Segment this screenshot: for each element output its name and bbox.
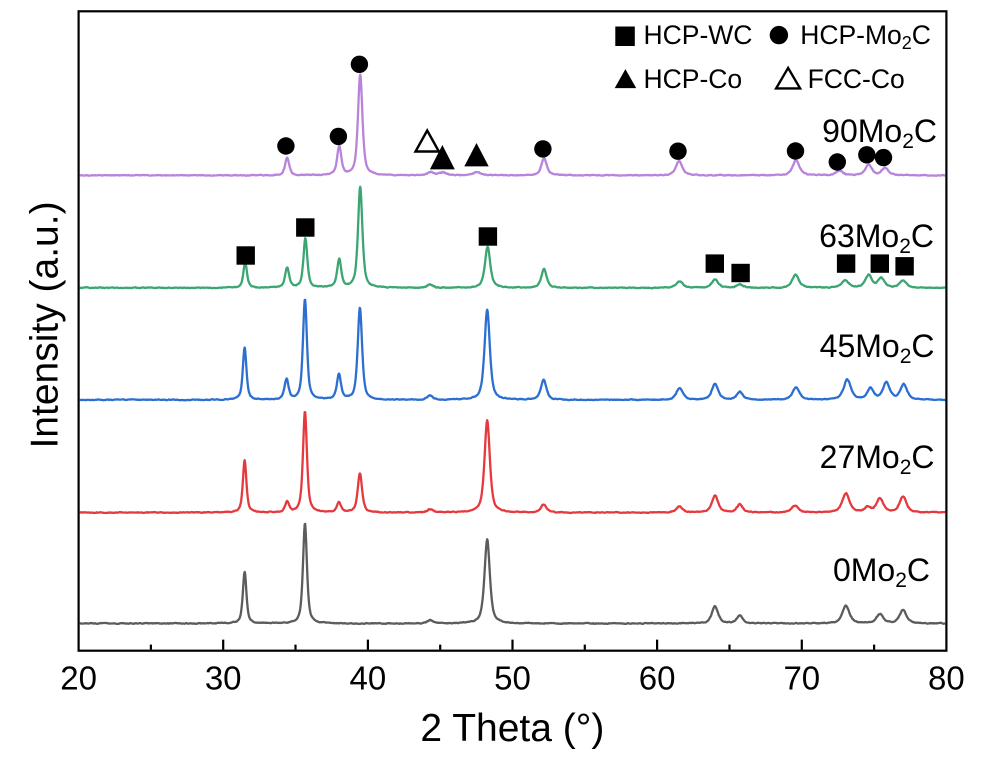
svg-text:0Mo2C: 0Mo2C bbox=[833, 552, 930, 592]
svg-text:HCP-Co: HCP-Co bbox=[644, 64, 743, 94]
svg-text:20: 20 bbox=[60, 659, 97, 696]
svg-text:HCP-Mo2C: HCP-Mo2C bbox=[800, 20, 931, 53]
svg-text:70: 70 bbox=[783, 659, 820, 696]
svg-text:80: 80 bbox=[928, 659, 965, 696]
svg-text:2 Theta (°): 2 Theta (°) bbox=[420, 707, 604, 750]
svg-text:60: 60 bbox=[639, 659, 676, 696]
svg-text:40: 40 bbox=[350, 659, 387, 696]
svg-text:HCP-WC: HCP-WC bbox=[644, 20, 753, 50]
svg-text:50: 50 bbox=[494, 659, 531, 696]
svg-text:FCC-Co: FCC-Co bbox=[808, 64, 905, 94]
svg-text:63Mo2C: 63Mo2C bbox=[819, 218, 934, 258]
svg-text:30: 30 bbox=[205, 659, 242, 696]
svg-text:27Mo2C: 27Mo2C bbox=[820, 439, 935, 479]
svg-text:45Mo2C: 45Mo2C bbox=[820, 328, 935, 368]
svg-text:Intensity (a.u.): Intensity (a.u.) bbox=[24, 201, 67, 448]
svg-text:90Mo2C: 90Mo2C bbox=[822, 113, 937, 153]
